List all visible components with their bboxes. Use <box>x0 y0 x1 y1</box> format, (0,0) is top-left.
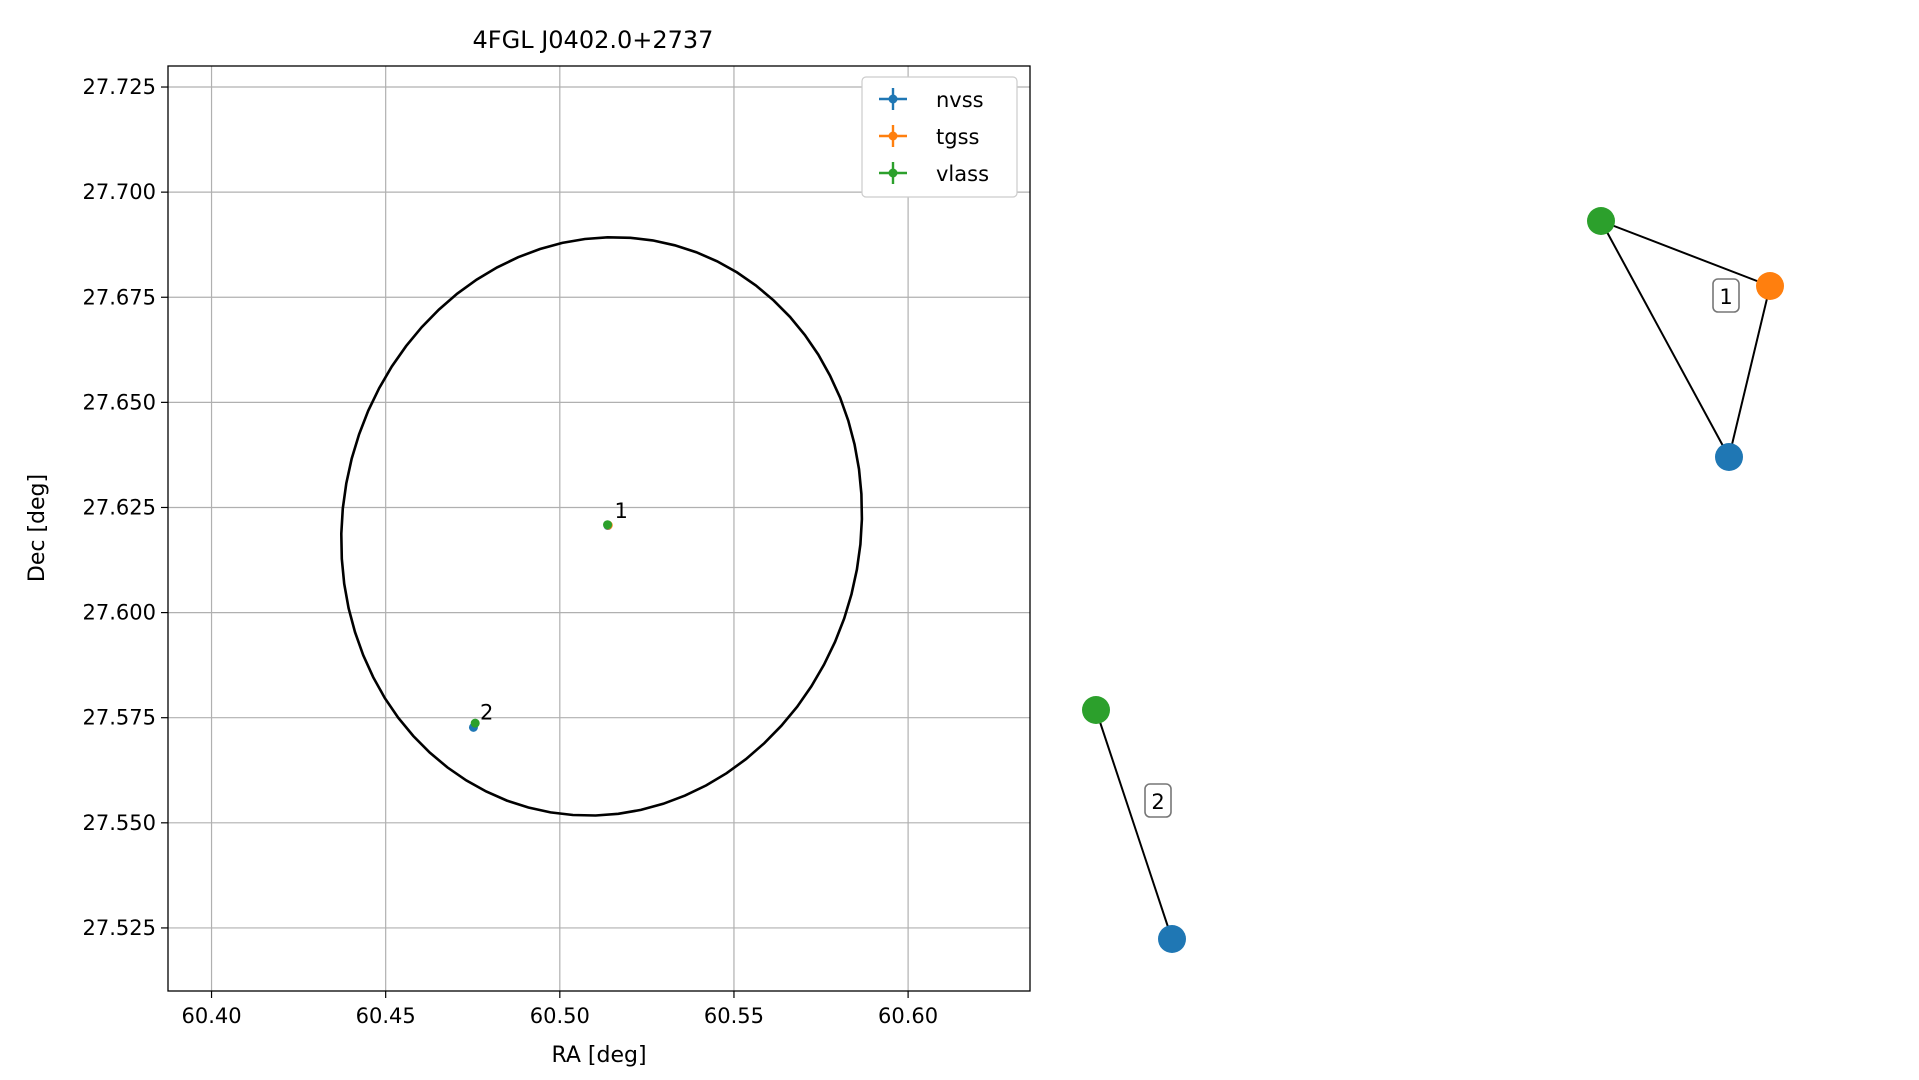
y-tick-label: 27.650 <box>83 390 156 414</box>
x-tick-label: 60.40 <box>181 1004 241 1028</box>
grid <box>168 66 1030 991</box>
graph-edge <box>1095 709 1173 940</box>
y-tick-label: 27.625 <box>83 495 156 519</box>
point-annotation-2: 2 <box>480 700 493 724</box>
legend-label-tgss: tgss <box>936 125 979 149</box>
graph-node-n5 <box>1158 925 1186 953</box>
group-label-box <box>1144 783 1172 818</box>
data-points <box>468 520 613 732</box>
graph-node-n4 <box>1082 696 1110 724</box>
x-tick-label: 60.45 <box>356 1004 416 1028</box>
point-annotation-1: 1 <box>614 499 627 523</box>
y-tick-label: 27.525 <box>83 916 156 940</box>
plot-title: 4FGL J0402.0+2737 <box>473 26 714 54</box>
legend-label-vlass: vlass <box>936 162 989 186</box>
legend-marker-nvss-dot <box>888 94 898 104</box>
point-vlass <box>470 718 480 728</box>
axes-frame <box>167 65 1031 992</box>
y-tick-label: 27.550 <box>83 811 156 835</box>
legend-box <box>861 76 1018 198</box>
association-graph: 12 <box>1082 207 1784 953</box>
legend-label-nvss: nvss <box>936 88 984 112</box>
graph-edge <box>1728 285 1771 458</box>
x-axis-label: RA [deg] <box>551 1043 646 1068</box>
y-axis-label: Dec [deg] <box>25 474 50 582</box>
x-tick-label: 60.50 <box>530 1004 590 1028</box>
y-tick-label: 27.725 <box>83 75 156 99</box>
graph-node-n2 <box>1756 272 1784 300</box>
x-axis-ticks: 60.40 60.45 60.50 60.55 60.60 <box>181 991 938 1028</box>
y-tick-label: 27.700 <box>83 180 156 204</box>
graph-node-n1 <box>1587 207 1615 235</box>
x-tick-label: 60.55 <box>704 1004 764 1028</box>
y-axis-ticks: 27.525 27.550 27.575 27.600 27.625 27.650 27.6… <box>83 75 168 940</box>
scatter-plot: 4FGL J0402.0+2737 12 60.40 60.45 60.50 60.5… <box>25 26 1031 1068</box>
graph-edge <box>1600 220 1730 458</box>
group-label-2: 2 <box>1151 790 1164 814</box>
localization-ellipse <box>339 235 864 817</box>
point-annotations: 12 <box>480 499 628 724</box>
legend: nvss tgss vlass <box>861 76 1018 198</box>
y-tick-label: 27.575 <box>83 706 156 730</box>
y-tick-label: 27.600 <box>83 601 156 625</box>
y-tick-label: 27.675 <box>83 285 156 309</box>
ellipse-layer <box>339 235 864 817</box>
point-vlass <box>603 520 613 530</box>
group-label-box <box>1712 278 1740 313</box>
legend-marker-tgss-dot <box>888 131 898 141</box>
graph-edge <box>1600 220 1771 287</box>
group-label-1: 1 <box>1719 285 1732 309</box>
graph-node-n3 <box>1715 443 1743 471</box>
x-tick-label: 60.60 <box>878 1004 938 1028</box>
legend-marker-vlass-dot <box>888 168 898 178</box>
